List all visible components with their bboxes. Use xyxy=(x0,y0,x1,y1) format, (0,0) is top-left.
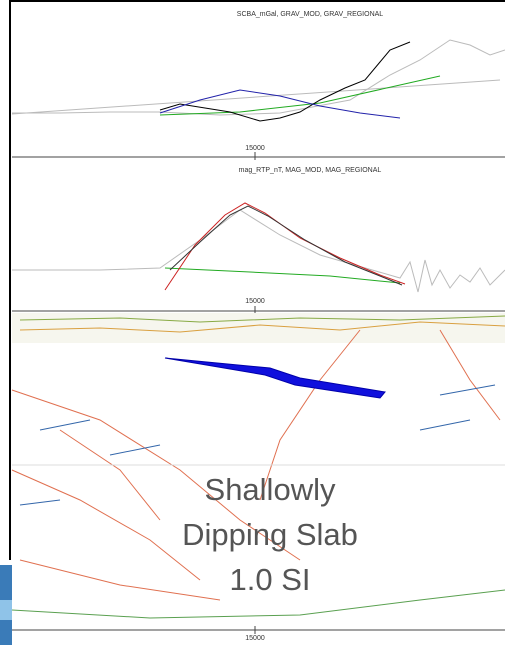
fault-line xyxy=(11,389,301,561)
tick-label: 15000 xyxy=(245,298,265,305)
panel-title: mag_RTP_nT, MAG_MOD, MAG_REGIONAL xyxy=(239,167,382,174)
annotation: Dipping Slab xyxy=(182,517,358,552)
reflector xyxy=(109,444,161,456)
annotation: 1.0 SI xyxy=(230,562,311,597)
reflector xyxy=(39,419,91,431)
slab-body xyxy=(164,357,386,399)
reflector xyxy=(419,419,471,431)
model-curve xyxy=(159,89,401,119)
fault-line xyxy=(59,429,161,521)
magnetic-panel: mag_RTP_nT, MAG_MOD, MAG_REGIONAL 15000 xyxy=(12,167,505,315)
model-curve xyxy=(164,202,406,291)
reflector xyxy=(439,384,496,396)
regional-curve xyxy=(159,75,441,116)
fault-line xyxy=(259,329,361,501)
fault-line xyxy=(11,469,201,581)
taskbar-fragment xyxy=(0,600,12,620)
gravity-panel: SCBA_mGal, GRAV_MOD, GRAV_REGIONAL 15000 xyxy=(11,11,505,160)
tick-label: 15000 xyxy=(245,635,265,642)
regional-light xyxy=(11,79,501,115)
fault-line xyxy=(19,559,221,601)
regional-curve xyxy=(164,267,401,284)
reflector xyxy=(19,499,61,506)
fault-line xyxy=(439,329,501,421)
horizon xyxy=(19,315,505,323)
tick-label: 15000 xyxy=(245,145,265,152)
observed-curve xyxy=(12,39,505,116)
measured-curve xyxy=(159,41,411,122)
panel-title: SCBA_mGal, GRAV_MOD, GRAV_REGIONAL xyxy=(237,11,383,18)
horizon xyxy=(19,321,505,333)
annotation: Shallowly xyxy=(205,472,336,507)
left-gap xyxy=(0,0,10,565)
section-panel: Shallowly Dipping Slab 1.0 SI 15000 xyxy=(11,313,505,642)
measured-curve xyxy=(169,205,403,286)
horizon xyxy=(11,589,505,619)
